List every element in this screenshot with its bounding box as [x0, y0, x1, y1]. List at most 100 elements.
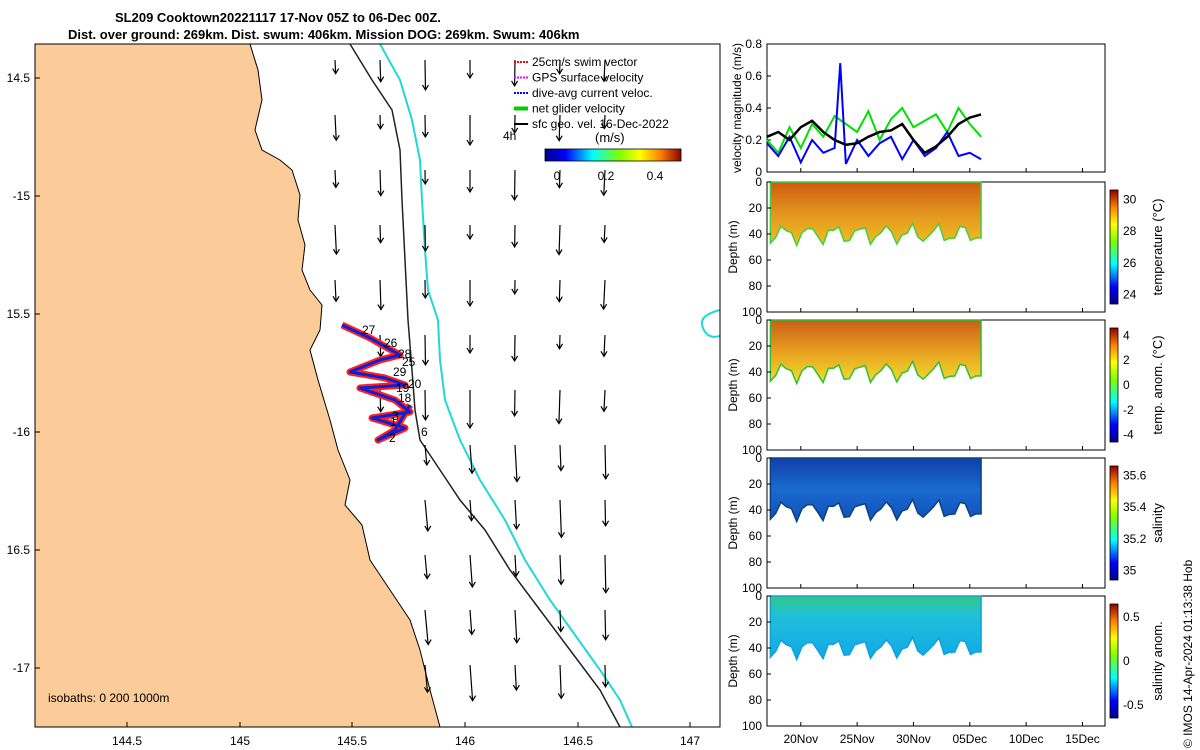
velocity-arrow: [513, 444, 521, 483]
track-day-label: 1: [390, 415, 397, 429]
velocity-y-tick-label: 0.4: [745, 101, 762, 115]
map-y-tick-label: 15.5: [7, 307, 31, 321]
depth-section-fill: [769, 595, 982, 662]
velocity-arrow: [513, 499, 521, 531]
depth-colorbar-tick-label: 35.2: [1123, 532, 1147, 546]
depth-colorbar: [1109, 603, 1119, 719]
surface-velocity-vectors: [332, 59, 610, 702]
velocity-arrow: [466, 390, 474, 430]
velocity-arrow: [424, 499, 432, 533]
depth-colorbar-tick-label: 35: [1123, 564, 1137, 578]
depth-colorbar: [1109, 327, 1119, 443]
velocity-arrow: [377, 224, 385, 244]
velocity-arrow: [466, 60, 474, 80]
depth-panel: 0 20 40 60 80 100 Depth (m) 35.6 35.4 35.2 35 salin…: [726, 451, 1165, 595]
velocity-arrow: [600, 224, 608, 244]
depth-y-tick-label: 60: [749, 667, 763, 681]
velocity-arrow: [421, 389, 429, 422]
velocity-arrow: [513, 609, 521, 644]
isobaths-label: isobaths: 0 200 1000m: [48, 691, 169, 705]
velocity-arrow: [555, 169, 563, 189]
velocity-arrow: [467, 499, 476, 522]
map-x-tick-label: 144.5: [112, 734, 142, 748]
track-day-label: 19: [396, 381, 410, 395]
depth-section-fill: [769, 181, 982, 248]
depth-y-tick-label: 80: [749, 555, 763, 569]
velocity-axes: [766, 43, 1106, 173]
map-y-tick-label: 14.5: [7, 71, 31, 85]
velocity-arrow: [601, 664, 609, 689]
map-x-tick-label: 145.5: [337, 734, 367, 748]
velocity-arrow: [600, 59, 608, 83]
velocity-arrow: [512, 664, 520, 692]
depth-colorbar-tick-label: 0: [1123, 654, 1130, 668]
velocity-arrow: [332, 279, 340, 303]
depth-y-tick-label: 80: [749, 417, 763, 431]
velocity-arrow: [332, 114, 340, 142]
depth-colorbar: [1109, 465, 1119, 581]
track-day-label: 6: [421, 425, 428, 439]
velocity-arrow: [511, 224, 519, 249]
legend-label: sfc geo. vel. 16-Dec-2022: [532, 117, 669, 131]
map-y-tick-label: -17: [13, 661, 31, 675]
depth-colorbar-tick-label: 26: [1123, 256, 1137, 270]
track-day-label: 27: [362, 323, 376, 337]
map-x-tick-label: 147: [680, 734, 700, 748]
velocity-arrow: [466, 115, 474, 147]
time-x-tick-label: 10Dec: [1009, 732, 1044, 746]
track-day-label: 20: [408, 377, 422, 391]
velocity-ylabel: velocity magnitude (m/s): [730, 43, 744, 173]
depth-section-fill: [769, 457, 982, 524]
track-day-label: 25: [402, 355, 416, 369]
colorbar-tick-label: 0.4: [647, 169, 664, 183]
legend-label: net glider velocity: [532, 102, 625, 116]
legend-label: 25cm/s swim vector: [532, 55, 637, 69]
velocity-arrow: [421, 59, 429, 92]
depth-y-tick-label: 0: [755, 313, 762, 327]
velocity-arrow: [511, 334, 519, 363]
map-x-tick-label: 145: [230, 734, 250, 748]
depth-y-tick-label: 100: [742, 581, 762, 595]
velocity-arrow: [555, 114, 563, 142]
depth-colorbar-tick-label: 4: [1123, 328, 1130, 342]
map-y-ticks: 14.5 -15 15.5 -16 16.5 -17: [7, 71, 40, 675]
map-y-tick-label: 16.5: [7, 543, 31, 557]
depth-colorbar-tick-label: 2: [1123, 353, 1130, 367]
depth-y-tick-label: 0: [755, 589, 762, 603]
depth-y-tick-label: 60: [749, 529, 763, 543]
chart-title-line2: Dist. over ground: 269km. Dist. swum: 40…: [68, 27, 580, 42]
depth-y-tick-label: 20: [749, 477, 763, 491]
depth-y-tick-label: 100: [742, 443, 762, 457]
depth-colorbar-tick-label: 30: [1123, 193, 1137, 207]
time-x-tick-label: 05Dec: [952, 732, 987, 746]
velocity-arrow: [557, 444, 565, 472]
velocity-arrow: [556, 334, 564, 350]
depth-y-tick-label: 40: [749, 503, 763, 517]
colorbar-tick-label: 0: [554, 169, 561, 183]
time-x-tick-label: 25Nov: [840, 732, 875, 746]
depth-panel: 0 20 40 60 80 100 Depth (m) 30 28 26 24 temperature…: [726, 175, 1165, 319]
velocity-arrow: [377, 169, 385, 197]
velocity-series-line: [766, 106, 982, 155]
isobath-200m: [349, 43, 621, 728]
speed-colorbar-ticks: 0 0.2 0.4: [554, 169, 664, 183]
depth-colorbar-tick-label: 0.5: [1123, 610, 1140, 624]
depth-y-tick-label: 20: [749, 201, 763, 215]
map-y-tick-label: -15: [13, 189, 31, 203]
velocity-arrow: [376, 114, 384, 130]
velocity-arrow: [602, 554, 610, 594]
velocity-arrow: [469, 664, 477, 702]
velocity-arrow: [555, 279, 563, 303]
depth-colorbar-tick-label: 28: [1123, 224, 1137, 238]
velocity-arrow: [600, 169, 608, 197]
depth-colorbar-tick-label: -2: [1123, 403, 1134, 417]
velocity-arrow: [421, 114, 429, 139]
velocity-arrow: [600, 389, 608, 413]
speed-colorbar: [544, 148, 682, 162]
velocity-arrow: [332, 224, 340, 256]
velocity-y-tick-label: 0.2: [745, 133, 762, 147]
depth-ylabel: Depth (m): [726, 634, 740, 687]
velocity-arrow: [557, 664, 565, 700]
